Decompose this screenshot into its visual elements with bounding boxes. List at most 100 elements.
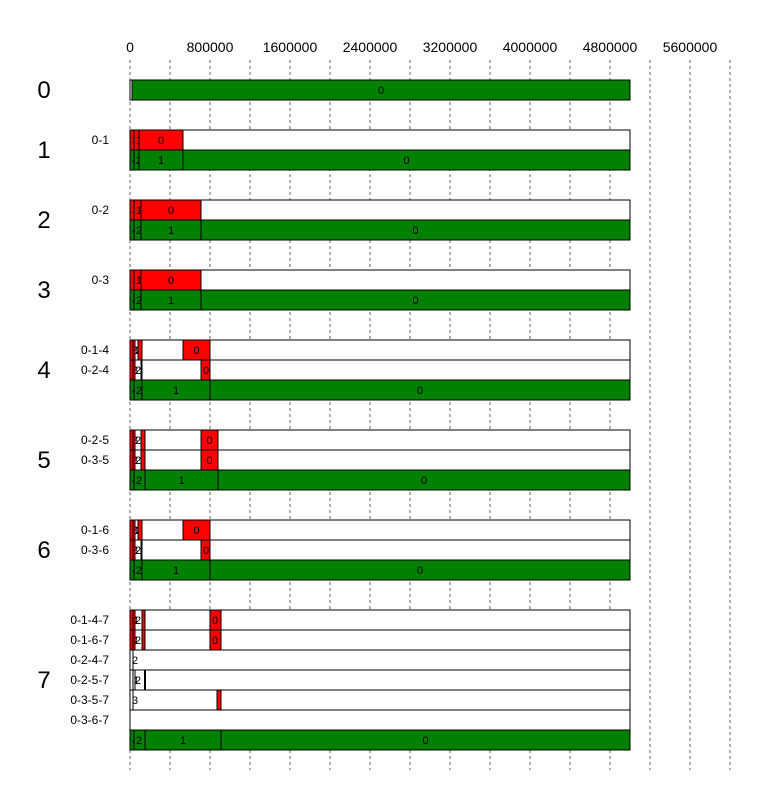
segment-label: 3 <box>132 695 138 707</box>
segment-label: 2 <box>135 455 141 467</box>
segment-label: 1 <box>158 155 164 167</box>
path-bar-row: 0-1-4-7420 <box>70 609 631 631</box>
segment-label: 0 <box>422 735 428 747</box>
bar-frame <box>129 629 631 651</box>
segment-label: 0 <box>412 225 418 237</box>
node-group-5: 50-2-53200-3-53204210 <box>37 429 631 491</box>
path-bar-row: 0-2-5-742 <box>70 669 631 691</box>
path-bar-row: 0-2-4320 <box>81 359 631 381</box>
segment-label: 0 <box>378 85 384 97</box>
node-label: 2 <box>37 207 50 234</box>
node-label: 7 <box>37 667 50 694</box>
segment-label: 0 <box>212 615 218 627</box>
path-bar-row: 0-1310 <box>92 129 631 151</box>
bar-frame <box>129 649 631 671</box>
path-bar-row: 0-3-5-7 3 <box>70 689 631 711</box>
path-label: 0-2-4-7 <box>70 653 109 667</box>
segment-label: 1 <box>168 225 174 237</box>
segment-label: 0 <box>168 275 174 287</box>
x-tick-label: 0 <box>126 39 134 55</box>
node-group-2: 20-23104210 <box>37 199 631 241</box>
x-tick-label: 1600000 <box>263 39 318 55</box>
path-label: 0-1-6-7 <box>70 633 109 647</box>
segment-label: 0 <box>417 565 423 577</box>
node-group-1: 10-13104210 <box>37 129 631 171</box>
segment-label: 0 <box>158 135 164 147</box>
segment-label: 1 <box>136 205 142 217</box>
segment-label: 2 <box>136 565 142 577</box>
path-bar-row: 0-3-6320 <box>81 539 631 561</box>
x-axis-ticks: 0 800000 1600000 2400000 3200000 4000000 48000… <box>126 39 717 55</box>
path-bar-row: 0-2310 <box>92 199 631 221</box>
x-tick-label: 4000000 <box>503 39 558 55</box>
segment-label: 0 <box>168 205 174 217</box>
node-label: 1 <box>37 137 50 164</box>
segment-label: 1 <box>173 385 179 397</box>
segment-label: 0 <box>421 475 427 487</box>
path-bar-row: 0-1-6-7420 <box>70 629 631 651</box>
segment-label: 2 <box>136 295 142 307</box>
grid-lines <box>129 60 731 770</box>
bar-frame <box>129 709 631 731</box>
path-bar-row: 0-3-5320 <box>81 449 631 471</box>
bar-segment <box>209 559 631 581</box>
bar-segment <box>140 449 146 471</box>
bar-segment <box>131 79 631 101</box>
path-label: 0-1-4 <box>81 343 109 357</box>
segment-label: 2 <box>135 435 141 447</box>
node-label: 5 <box>37 447 50 474</box>
total-bar-row: 40 <box>129 79 631 101</box>
path-label: 0-3-6 <box>81 543 109 557</box>
bar-segment <box>182 149 631 171</box>
segment-label: 2 <box>135 675 141 687</box>
bar-segment <box>200 289 631 311</box>
node-group-0: 040 <box>37 77 631 104</box>
segment-label: 1 <box>173 565 179 577</box>
node-group-4: 40-1-43200-2-43204210 <box>37 339 631 401</box>
x-tick-label: 5600000 <box>663 39 718 55</box>
path-label: 0-1-6 <box>81 523 109 537</box>
segment-label: 0 <box>193 345 199 357</box>
path-bar-row: 0-1-6320 <box>81 519 631 541</box>
path-bar-row: 0-3-6-7 <box>70 709 631 731</box>
node-group-7: 70-1-4-74200-1-6-74200-2-4-720-2-5-7420-… <box>37 609 631 751</box>
segment-label: 2 <box>136 475 142 487</box>
bar-frame <box>129 669 631 691</box>
x-tick-label: 2400000 <box>343 39 398 55</box>
path-label: 0-1 <box>92 133 110 147</box>
segment-label: 0 <box>203 545 209 557</box>
bar-segment <box>137 519 143 541</box>
segment-label: 0 <box>403 155 409 167</box>
segment-label: 0 <box>212 635 218 647</box>
segment-label: 0 <box>193 525 199 537</box>
node-label: 4 <box>37 357 50 384</box>
bar-groups: 04010-1310421020-2310421030-3310421040-1… <box>37 77 631 751</box>
path-label: 0-1-4-7 <box>70 613 109 627</box>
bar-segment <box>141 629 146 651</box>
bar-segment <box>220 729 631 751</box>
total-bar-row: 4210 <box>129 379 631 401</box>
segment-label: 0 <box>203 365 209 377</box>
segment-label: 0 <box>417 385 423 397</box>
path-label: 0-2-5 <box>81 433 109 447</box>
segment-label: 2 <box>132 655 138 667</box>
x-tick-label: 4800000 <box>583 39 638 55</box>
node-label: 3 <box>37 277 50 304</box>
total-bar-row: 4210 <box>129 559 631 581</box>
bar-frame <box>129 269 631 291</box>
path-label: 0-3-5-7 <box>70 693 109 707</box>
path-label: 0-2-4 <box>81 363 109 377</box>
path-bar-row: 0-2-4-7 2 <box>70 649 631 671</box>
segment-label: 2 <box>136 385 142 397</box>
bar-segment <box>140 539 143 561</box>
total-bar-row: 4210 <box>129 219 631 241</box>
segment-label: 1 <box>180 735 186 747</box>
path-label: 0-3-6-7 <box>70 713 109 727</box>
bar-segment <box>209 379 631 401</box>
path-label: 0-3 <box>92 273 110 287</box>
bar-segment <box>137 339 143 361</box>
path-bar-row: 0-3310 <box>92 269 631 291</box>
node-label: 6 <box>37 537 50 564</box>
path-bar-row: 0-1-4320 <box>81 339 631 361</box>
segment-label: 1 <box>136 275 142 287</box>
